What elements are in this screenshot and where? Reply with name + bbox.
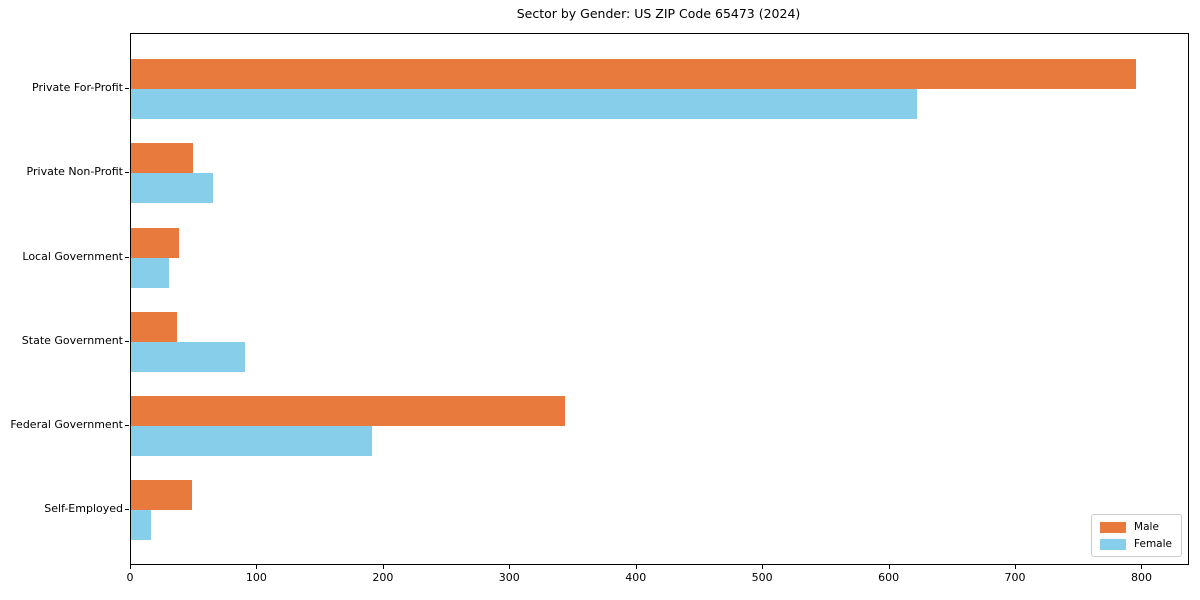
x-tick-mark xyxy=(256,565,258,569)
bar-male-private-non-profit xyxy=(131,143,193,174)
bar-male-state-government xyxy=(131,311,177,342)
x-tick-mark xyxy=(382,565,384,569)
bar-male-private-for-profit xyxy=(131,59,1137,89)
y-tick-label: Federal Government xyxy=(10,418,123,431)
x-tick-mark xyxy=(635,565,637,569)
y-tick-mark xyxy=(125,425,129,426)
y-tick-mark xyxy=(125,509,129,511)
y-tick-label: Private Non-Profit xyxy=(26,165,123,179)
y-tick-label: State Government xyxy=(21,333,123,347)
legend-entry-female: Female xyxy=(1100,538,1172,550)
x-tick-label: 400 xyxy=(625,571,647,584)
x-tick-mark xyxy=(1015,565,1017,569)
legend: Male Female xyxy=(1091,514,1182,557)
bar-female-self-employed xyxy=(131,510,152,541)
legend-swatch-male xyxy=(1100,521,1127,533)
x-tick-label: 700 xyxy=(1004,571,1026,584)
x-tick-label: 100 xyxy=(245,571,267,584)
bar-female-private-non-profit xyxy=(131,173,214,204)
y-tick-mark xyxy=(125,340,129,342)
plot-area: Male Female xyxy=(130,33,1189,565)
y-tick-mark xyxy=(125,88,129,89)
x-tick-label: 600 xyxy=(878,571,900,584)
y-tick-mark xyxy=(125,256,129,258)
x-tick-mark xyxy=(130,565,131,569)
bar-male-federal-government xyxy=(131,396,565,426)
legend-swatch-female xyxy=(1100,538,1127,550)
x-tick-mark xyxy=(509,565,511,569)
bar-male-self-employed xyxy=(131,480,192,511)
x-tick-label: 800 xyxy=(1130,571,1152,584)
y-tick-label: Self-Employed xyxy=(44,502,123,516)
x-tick-mark xyxy=(1141,565,1143,569)
x-tick-label: 200 xyxy=(372,571,394,584)
bar-female-local-government xyxy=(131,257,169,288)
y-tick-label: Local Government xyxy=(22,249,123,263)
bar-male-local-government xyxy=(131,227,180,258)
x-tick-mark xyxy=(762,565,764,569)
bar-female-private-for-profit xyxy=(131,89,918,119)
bar-female-state-government xyxy=(131,341,245,372)
x-tick-label: 500 xyxy=(751,571,773,584)
y-tick-mark xyxy=(125,172,129,174)
x-tick-label: 0 xyxy=(126,571,134,584)
bar-female-federal-government xyxy=(131,426,373,456)
x-tick-mark xyxy=(888,565,890,569)
legend-label: Male xyxy=(1134,521,1159,533)
x-tick-label: 300 xyxy=(498,571,520,584)
legend-label: Female xyxy=(1134,538,1172,550)
y-tick-label: Private For-Profit xyxy=(32,81,123,94)
chart-title: Sector by Gender: US ZIP Code 65473 (202… xyxy=(516,6,801,21)
legend-entry-male: Male xyxy=(1100,521,1172,533)
